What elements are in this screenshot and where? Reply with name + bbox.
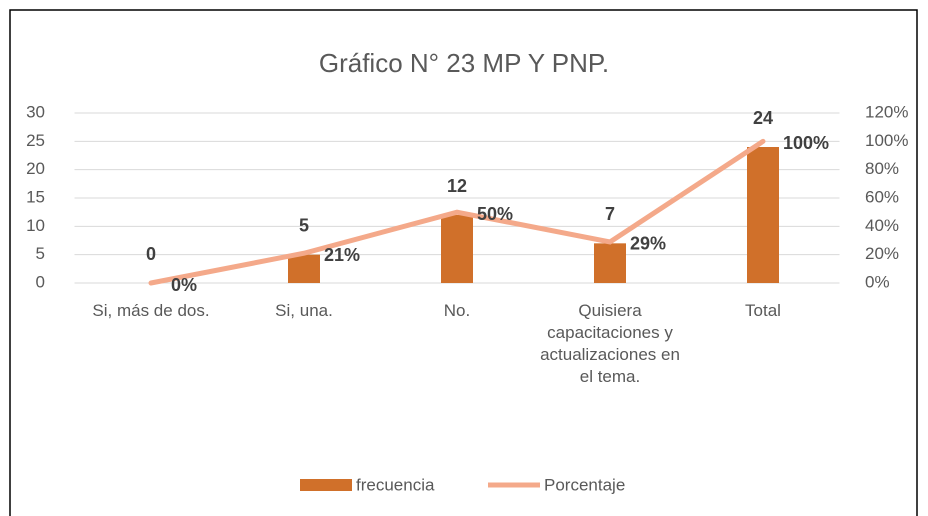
data-label: 5 <box>299 215 309 235</box>
y2-tick-label: 120% <box>865 102 908 121</box>
y-tick-label: 0 <box>36 272 45 291</box>
data-label: 0% <box>171 275 197 295</box>
y2-tick-label: 60% <box>865 187 899 206</box>
chart-title: Gráfico N° 23 MP Y PNP. <box>319 48 609 78</box>
x-tick-label: Quisiera capacitaciones y actualizacione… <box>540 301 680 386</box>
data-label: 24 <box>753 108 773 128</box>
data-label: 21% <box>324 245 360 265</box>
data-label: 12 <box>447 176 467 196</box>
bar <box>441 215 473 283</box>
y-tick-label: 25 <box>26 131 45 150</box>
data-label: 50% <box>477 204 513 224</box>
data-label: 0 <box>146 244 156 264</box>
data-label: 7 <box>605 204 615 224</box>
x-tick-label: Total <box>745 301 781 320</box>
y2-tick-label: 100% <box>865 131 908 150</box>
bar <box>594 243 626 283</box>
bar <box>288 254 320 283</box>
legend-label: Porcentaje <box>544 475 625 494</box>
y-tick-label: 30 <box>26 102 45 121</box>
x-tick-label: Si, más de dos. <box>92 301 210 320</box>
data-label: 100% <box>783 133 829 153</box>
bar <box>747 147 779 283</box>
legend-label: frecuencia <box>356 475 435 494</box>
y-tick-label: 15 <box>26 187 45 206</box>
legend-swatch <box>300 479 352 491</box>
y-tick-label: 10 <box>26 216 45 235</box>
y-tick-label: 5 <box>36 244 45 263</box>
x-tick-label: No. <box>443 301 471 320</box>
y2-tick-label: 40% <box>865 216 899 235</box>
x-tick-label: Si, una. <box>275 301 333 320</box>
y2-tick-label: 80% <box>865 159 899 178</box>
y2-tick-label: 0% <box>865 272 890 291</box>
y-tick-label: 20 <box>26 159 45 178</box>
line <box>148 138 766 286</box>
y2-tick-label: 20% <box>865 244 899 263</box>
data-label: 29% <box>630 234 666 254</box>
